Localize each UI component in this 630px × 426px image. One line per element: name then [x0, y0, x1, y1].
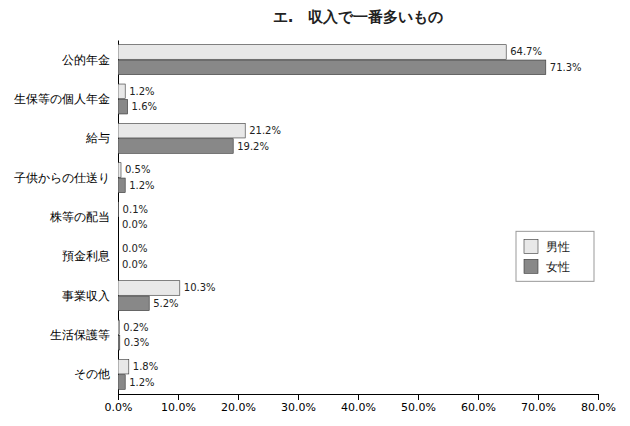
data-label: 0.2% — [123, 322, 148, 333]
data-label: 1.2% — [129, 377, 154, 388]
bar — [118, 202, 119, 217]
chart-svg: エ. 収入で一番多いもの 0.0% 10.0% 20.0% 30.0% 40.0% 50.0… — [0, 0, 630, 426]
y-tick: 生活保護等 — [50, 328, 110, 342]
legend-label: 女性 — [546, 260, 570, 274]
data-label: 1.8% — [133, 361, 158, 372]
y-tick-label: 公的年金 — [62, 53, 110, 67]
bar — [118, 178, 125, 193]
x-tick: 10.0% — [161, 394, 196, 414]
plot: 0.0% 10.0% 20.0% 30.0% 40.0% 50.0% 60.0% 70.0% 8… — [14, 41, 616, 414]
data-label: 21.2% — [249, 125, 281, 136]
x-tick-mark — [358, 394, 359, 400]
data-label: 0.1% — [123, 204, 148, 215]
y-tick-label: その他 — [74, 367, 110, 381]
x-axis-line — [119, 395, 599, 401]
bar — [118, 45, 506, 60]
bars — [118, 45, 546, 390]
bar — [118, 60, 546, 75]
x-axis: 0.0% 10.0% 20.0% 30.0% 40.0% 50.0% 60.0% 70.0% 8… — [105, 394, 616, 414]
x-tick-label: 30.0% — [281, 401, 316, 414]
x-tick-mark — [238, 394, 239, 400]
x-tick-mark — [538, 394, 539, 400]
y-tick-label: 預金利息 — [62, 249, 110, 263]
data-labels: 64.7% 1.2% 21.2% 0.5% 0.1% 0.0% 10.3% 0.2% 1.8% 7… — [122, 46, 582, 387]
bar — [118, 99, 128, 114]
x-tick-label: 10.0% — [161, 401, 196, 414]
y-tick: 株等の配当 — [49, 210, 110, 224]
y-tick-label: 給与 — [85, 131, 110, 145]
bar — [118, 335, 120, 350]
title: エ. 収入で一番多いもの — [273, 8, 444, 26]
x-tick: 0.0% — [105, 394, 133, 414]
bar — [118, 296, 149, 311]
x-tick-label: 50.0% — [401, 401, 436, 414]
y-tick-label: 子供からの仕送り — [14, 171, 110, 185]
legend-item: 女性 — [524, 259, 570, 273]
y-tick: その他 — [74, 367, 110, 381]
bar — [118, 241, 119, 256]
x-tick: 60.0% — [461, 394, 496, 414]
x-tick-mark — [298, 394, 299, 400]
y-tick: 預金利息 — [62, 249, 110, 263]
bar — [118, 139, 233, 154]
x-tick-label: 0.0% — [105, 401, 133, 414]
data-label: 1.2% — [129, 86, 154, 97]
data-label: 1.6% — [132, 101, 157, 112]
data-label: 0.5% — [125, 164, 150, 175]
x-tick-mark — [118, 394, 119, 400]
y-tick: 生保等の個人年金 — [14, 92, 110, 106]
x-tick: 40.0% — [341, 394, 376, 414]
x-tick: 50.0% — [401, 394, 436, 414]
y-tick: 事業収入 — [62, 289, 110, 303]
x-tick-mark — [418, 394, 419, 400]
bar — [118, 217, 119, 232]
x-tick-label: 20.0% — [221, 401, 256, 414]
bar — [118, 257, 119, 272]
x-tick: 30.0% — [281, 394, 316, 414]
x-tick-label: 80.0% — [581, 401, 616, 414]
data-label: 0.3% — [124, 337, 149, 348]
x-tick-label: 70.0% — [521, 401, 556, 414]
x-tick: 70.0% — [521, 394, 556, 414]
data-label: 0.0% — [122, 259, 147, 270]
data-label: 0.0% — [122, 219, 147, 230]
bar — [118, 281, 180, 296]
x-tick-mark — [478, 394, 479, 400]
data-label: 10.3% — [184, 282, 216, 293]
y-tick: 子供からの仕送り — [14, 171, 110, 185]
y-tick-label: 事業収入 — [62, 289, 110, 303]
data-label: 64.7% — [510, 46, 542, 57]
legend-item: 男性 — [524, 239, 570, 253]
data-label: 19.2% — [237, 141, 269, 152]
x-tick: 20.0% — [221, 394, 256, 414]
y-axis: 公的年金生保等の個人年金給与子供からの仕送り株等の配当預金利息事業収入生活保護等… — [14, 41, 119, 395]
x-tick-label: 60.0% — [461, 401, 496, 414]
x-tick-label: 40.0% — [341, 401, 376, 414]
legend: 男性女性 — [516, 231, 594, 281]
bar — [118, 84, 125, 99]
data-label: 0.0% — [122, 243, 147, 254]
legend-swatch — [524, 259, 538, 273]
y-tick-label: 生活保護等 — [50, 328, 110, 342]
y-tick: 給与 — [85, 131, 110, 145]
data-label: 5.2% — [153, 298, 178, 309]
data-label: 1.2% — [129, 180, 154, 191]
bar — [118, 375, 125, 390]
x-tick-mark — [598, 394, 599, 400]
legend-frame — [516, 231, 594, 281]
x-tick-mark — [178, 394, 179, 400]
bar — [118, 359, 129, 374]
y-tick-label: 生保等の個人年金 — [14, 92, 110, 106]
legend-label: 男性 — [546, 240, 570, 254]
data-label: 71.3% — [550, 62, 582, 73]
legend-swatch — [524, 239, 538, 253]
x-tick: 80.0% — [581, 394, 616, 414]
y-tick: 公的年金 — [62, 53, 110, 67]
bar — [118, 123, 245, 138]
bar — [118, 320, 119, 335]
bar — [118, 163, 121, 178]
y-tick-label: 株等の配当 — [49, 210, 110, 224]
